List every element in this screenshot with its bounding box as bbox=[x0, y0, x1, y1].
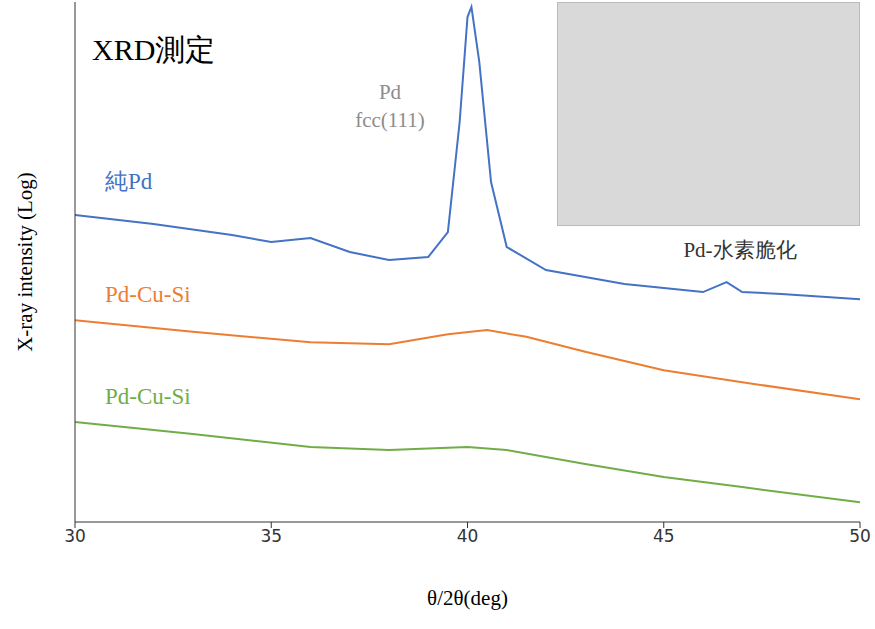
html-text:fcc(111): fcc(111) bbox=[355, 108, 425, 132]
html-text:純Pd: 純Pd bbox=[105, 169, 153, 194]
svg-text:θ/2θ(deg): θ/2θ(deg) bbox=[427, 586, 508, 610]
html-text:Pd-Cu-Si: Pd-Cu-Si bbox=[105, 384, 191, 409]
svg-text:40: 40 bbox=[457, 526, 479, 546]
html-text:Pd: Pd bbox=[378, 80, 402, 104]
html-text:XRD測定: XRD測定 bbox=[92, 33, 216, 66]
svg-text:50: 50 bbox=[849, 526, 871, 546]
svg-text:35: 35 bbox=[260, 526, 282, 546]
html-text:Pd-Cu-Si: Pd-Cu-Si bbox=[105, 282, 191, 307]
svg-text:30: 30 bbox=[64, 526, 86, 546]
html-text:Pd-水素脆化: Pd-水素脆化 bbox=[683, 238, 797, 262]
svg-text:45: 45 bbox=[653, 526, 675, 546]
svg-text:X-ray intensity (Log): X-ray intensity (Log) bbox=[13, 172, 37, 352]
